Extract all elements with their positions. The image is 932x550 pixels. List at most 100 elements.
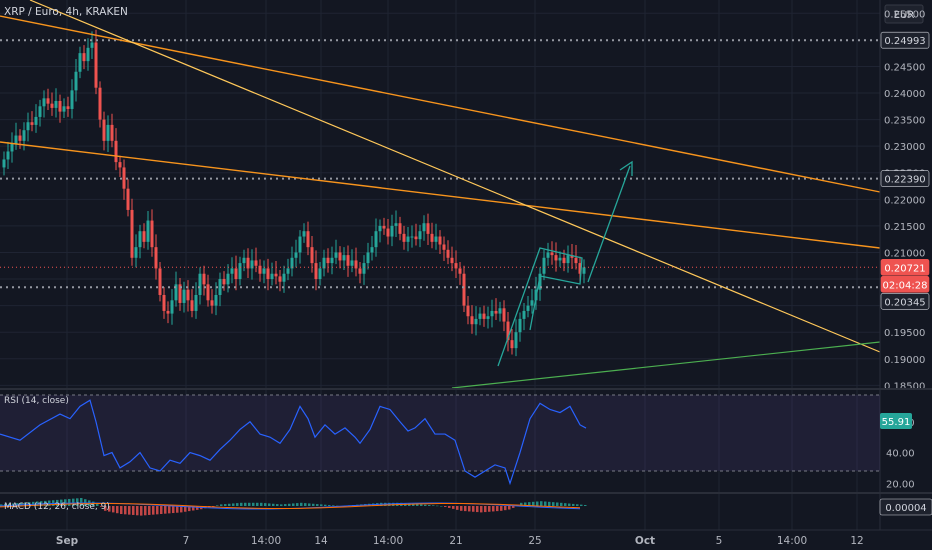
macd-bar — [432, 505, 435, 506]
candle-body-10 — [38, 106, 42, 117]
candle-body-23 — [90, 42, 94, 48]
candle-body-131 — [522, 310, 526, 319]
macd-bar — [216, 505, 219, 506]
macd-bar — [284, 504, 287, 506]
macd-bar — [536, 501, 539, 506]
macd-bar — [428, 505, 431, 506]
rsi-value-label: 55.91 — [882, 417, 911, 428]
candle-body-20 — [78, 53, 82, 72]
candle-body-17 — [66, 106, 70, 109]
candle-body-75 — [298, 236, 302, 253]
price-tick-12: 0.19000 — [884, 355, 925, 366]
candle-body-13 — [50, 103, 54, 108]
macd-bar — [188, 506, 191, 512]
candle-body-32 — [126, 188, 130, 210]
macd-bar — [60, 499, 63, 506]
candle-body-9 — [34, 116, 38, 125]
price-badge-bg-4 — [880, 292, 930, 310]
candle-body-136 — [542, 257, 546, 274]
price-tick-1: 0.24500 — [884, 62, 925, 73]
macd-title: MACD (12, 26, close, 9) — [4, 502, 110, 512]
macd-bar — [424, 504, 427, 506]
candle-body-68 — [270, 273, 274, 280]
price-tick-4: 0.23000 — [884, 142, 925, 153]
macd-bar — [212, 506, 215, 507]
candle-body-14 — [54, 100, 58, 108]
macd-bar — [256, 502, 259, 506]
macd-bar — [228, 503, 231, 506]
macd-bar — [504, 506, 507, 511]
macd-bar — [388, 502, 391, 506]
candle-body-106 — [422, 223, 426, 232]
candle-body-99 — [394, 223, 398, 226]
macd-bar — [204, 506, 207, 509]
macd-bar — [248, 502, 251, 506]
candle-body-133 — [530, 300, 534, 306]
candle-body-22 — [86, 47, 90, 62]
macd-bar — [316, 504, 319, 506]
candle-body-45 — [178, 284, 182, 303]
time-label-5: 21 — [449, 535, 462, 547]
candle-body-18 — [70, 90, 74, 109]
macd-bar — [476, 506, 479, 513]
time-axis[interactable]: Sep 7 14:00 14 14:00 21 25 Oct 5 14:00 12 — [56, 535, 864, 547]
macd-bar — [580, 504, 583, 506]
candle-body-78 — [310, 247, 314, 264]
candle-body-108 — [430, 233, 434, 242]
candle-body-73 — [290, 257, 294, 269]
macd-bar — [80, 498, 83, 506]
macd-bar — [112, 506, 115, 513]
candle-body-47 — [186, 289, 190, 301]
macd-bar — [488, 506, 491, 512]
macd-bar — [268, 503, 271, 506]
candle-body-92 — [366, 252, 370, 264]
candle-body-84 — [334, 252, 338, 258]
macd-bar — [192, 506, 195, 511]
candle-body-61 — [242, 257, 246, 264]
price-badge-1: 0.22390 — [884, 175, 925, 186]
macd-bar — [260, 502, 263, 506]
candle-body-127 — [506, 321, 510, 341]
candle-body-138 — [550, 252, 554, 256]
candle-body-42 — [166, 310, 170, 314]
candle-body-27 — [106, 124, 110, 141]
macd-bar — [12, 503, 15, 506]
macd-bar — [312, 503, 315, 506]
macd-bar — [288, 503, 291, 506]
macd-bar — [420, 504, 423, 506]
candle-body-82 — [326, 257, 330, 264]
macd-bar — [480, 506, 483, 513]
macd-bar — [548, 501, 551, 506]
candle-body-145 — [578, 263, 582, 274]
candle-body-141 — [562, 257, 566, 264]
candle-body-96 — [382, 225, 386, 229]
macd-bar — [108, 506, 111, 512]
candle-body-105 — [418, 231, 422, 240]
candle-body-125 — [498, 308, 502, 314]
macd-bar — [524, 502, 527, 506]
candle-body-64 — [254, 260, 258, 266]
candle-body-65 — [258, 265, 262, 274]
price-tick-3: 0.23500 — [884, 116, 925, 127]
candle-body-30 — [118, 162, 122, 168]
candle-body-101 — [402, 233, 406, 242]
candle-body-56 — [222, 279, 226, 285]
candle-body-55 — [218, 279, 222, 295]
candle-body-25 — [98, 87, 102, 120]
macd-bar — [64, 499, 67, 506]
candle-body-6 — [22, 130, 26, 141]
macd-bar — [172, 506, 175, 514]
candle-body-41 — [162, 294, 166, 311]
trend-drawings — [0, 0, 881, 389]
candle-body-79 — [314, 263, 318, 280]
candle-body-71 — [282, 273, 286, 282]
symbol-title: XRP / Euro, 4h, KRAKEN — [4, 6, 128, 18]
macd-bar — [552, 502, 555, 506]
macd-bar — [68, 498, 71, 506]
macd-bar — [164, 506, 167, 514]
price-tick-13: 0.18500 — [884, 381, 925, 392]
currency-badge[interactable] — [884, 4, 924, 24]
macd-bar — [460, 506, 463, 511]
candle-body-137 — [546, 252, 550, 258]
